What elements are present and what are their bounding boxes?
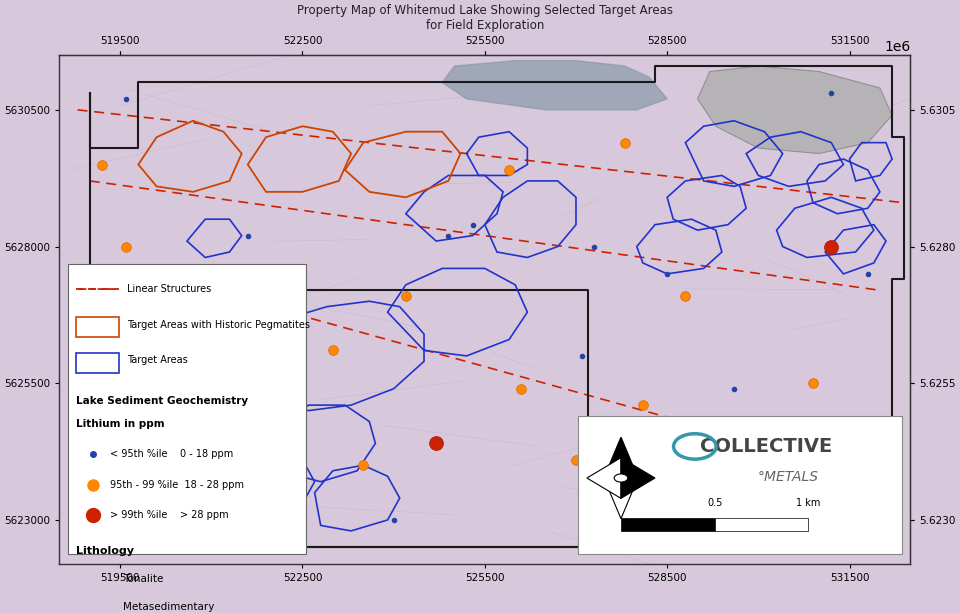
Text: Target Areas: Target Areas: [128, 356, 188, 365]
Polygon shape: [604, 478, 638, 519]
FancyBboxPatch shape: [579, 416, 901, 554]
Text: COLLECTIVE: COLLECTIVE: [700, 437, 832, 456]
Text: Metasedimentary: Metasedimentary: [123, 602, 214, 612]
Polygon shape: [604, 437, 638, 478]
Text: °METALS: °METALS: [758, 470, 819, 484]
Text: Lithium in ppm: Lithium in ppm: [77, 419, 165, 429]
Text: 0.5: 0.5: [707, 498, 722, 508]
Text: > 99th %ile    > 28 ppm: > 99th %ile > 28 ppm: [110, 511, 229, 520]
Circle shape: [614, 474, 628, 482]
Text: Target Areas with Historic Pegmatites: Target Areas with Historic Pegmatites: [128, 320, 310, 330]
Polygon shape: [587, 458, 621, 498]
FancyBboxPatch shape: [621, 518, 714, 531]
Text: Lake Sediment Geochemistry: Lake Sediment Geochemistry: [77, 396, 249, 406]
FancyBboxPatch shape: [77, 599, 110, 613]
Text: 0: 0: [618, 498, 624, 508]
Text: < 95th %ile    0 - 18 ppm: < 95th %ile 0 - 18 ppm: [110, 449, 233, 459]
FancyBboxPatch shape: [77, 571, 110, 590]
Text: Lithology: Lithology: [77, 546, 134, 556]
Text: Tonalite: Tonalite: [123, 574, 163, 584]
FancyBboxPatch shape: [714, 518, 808, 531]
Polygon shape: [621, 458, 655, 498]
Title: Property Map of Whitemud Lake Showing Selected Target Areas
for Field Exploratio: Property Map of Whitemud Lake Showing Se…: [297, 4, 673, 32]
Polygon shape: [443, 61, 667, 110]
Polygon shape: [698, 66, 892, 154]
Text: Linear Structures: Linear Structures: [128, 284, 211, 294]
Text: 95th - 99 %ile  18 - 28 ppm: 95th - 99 %ile 18 - 28 ppm: [110, 480, 245, 490]
Text: 1 km: 1 km: [796, 498, 821, 508]
FancyBboxPatch shape: [68, 264, 306, 554]
